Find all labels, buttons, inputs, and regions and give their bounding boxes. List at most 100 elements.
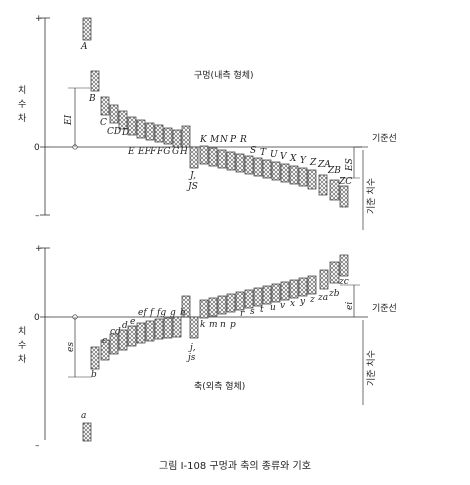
hole-label-D: D	[121, 128, 129, 138]
shaft-label-c: c	[102, 336, 107, 346]
hole-bar-D	[118, 110, 128, 130]
hole-bar-A	[82, 17, 92, 41]
shafts-deviation-label-2: 수	[18, 340, 26, 351]
shaft-bar-fg	[154, 318, 164, 340]
hole-bar-M	[208, 147, 218, 167]
shaft-label-p: p	[230, 320, 236, 330]
hole-label-J: J,	[188, 171, 196, 181]
hole-label-ZB: ZB	[327, 166, 341, 176]
hole-label-ZC: ZC	[338, 177, 352, 187]
hole-bar-FG	[154, 124, 164, 143]
shafts-zero-line-label: 기준선	[372, 303, 397, 314]
shaft-bar-x	[280, 281, 290, 301]
shaft-bar-zb	[319, 269, 329, 290]
shaft-label-fg: fg	[156, 308, 166, 318]
shaft-bar-s	[244, 289, 254, 309]
holes-minus-sign: –	[35, 211, 40, 221]
hole-bar-B	[90, 70, 100, 92]
hole-label-V: V	[280, 152, 288, 162]
hole-label-FG: FG	[156, 147, 170, 157]
shafts-panel: + 0 – 치 수 차 기준선 기준 치수 es ei 축(외측 형체)	[18, 244, 397, 451]
shaft-label-t: t	[260, 305, 264, 315]
hole-bar-K	[199, 145, 209, 165]
hole-bar-U	[262, 159, 272, 179]
shaft-bar-k	[199, 299, 209, 319]
shaft-bar-c	[100, 339, 110, 361]
shaft-bar-v	[271, 283, 281, 303]
shaft-bar-zc	[329, 261, 340, 284]
holes-basic-size-label: 기준 치수	[365, 178, 377, 214]
hole-bar-Z	[298, 167, 308, 187]
hole-label-JS: JS	[186, 182, 198, 192]
shaft-bar-js	[181, 295, 191, 318]
hole-bar-V	[271, 161, 281, 181]
shaft-label-r: r	[240, 309, 245, 319]
hole-label-N: N	[219, 135, 229, 145]
shaft-bar-js-low	[189, 316, 199, 339]
shaft-bar-ef	[136, 322, 146, 344]
hole-label-K: K	[199, 135, 208, 145]
hole-label-X: X	[289, 154, 297, 164]
shaft-label-ef: ef	[138, 308, 148, 318]
hole-bar-P	[226, 151, 236, 171]
shaft-bar-y	[289, 279, 299, 299]
shaft-bar-e	[127, 325, 137, 347]
holes-zero-sign: 0	[34, 143, 40, 153]
shaft-label-h: h	[180, 308, 186, 318]
hole-label-S: S	[250, 146, 256, 156]
shaft-label-m: m	[209, 320, 218, 330]
shaft-bar-g	[163, 317, 173, 339]
shaft-label-cd: cd	[110, 327, 121, 337]
shaft-bar-t	[253, 287, 263, 307]
hole-bar-Y	[289, 165, 299, 185]
hole-bar-ZC	[329, 179, 340, 201]
hole-label-A: A	[80, 42, 88, 52]
hole-bar-G	[163, 127, 173, 145]
shaft-bar-n	[217, 295, 227, 315]
shaft-label-js: js	[186, 353, 196, 363]
hole-label-T: T	[260, 148, 267, 158]
hole-bar-CD	[109, 104, 119, 124]
hole-label-ZA: ZA	[317, 160, 331, 170]
shaft-label-zc: zc	[338, 277, 349, 287]
shaft-label-y: y	[299, 297, 306, 307]
shaft-label-za: za	[317, 293, 328, 303]
shaft-label-d: d	[122, 321, 128, 331]
shaft-bar-f	[145, 320, 155, 342]
shafts-es-label: es	[66, 342, 76, 352]
shaft-bar-m	[208, 297, 218, 317]
hole-label-M: M	[209, 135, 220, 145]
hole-label-E: E	[127, 147, 135, 157]
holes-zero-line-label: 기준선	[372, 133, 397, 144]
shaft-label-u: u	[270, 303, 276, 313]
hole-label-Z: Z	[309, 158, 317, 168]
hole-bar-H	[172, 129, 182, 148]
shaft-bar-p	[226, 293, 236, 313]
holes-panel: + 0 – 치 수 차 기준선 기준 치수 EI ES 구멍(내측 형체)	[18, 14, 397, 230]
shafts-basic-size-label: 기준 치수	[365, 350, 377, 386]
hole-bar-S	[244, 155, 254, 175]
shaft-bar-z	[298, 277, 308, 297]
hole-bar-ZB	[318, 174, 328, 196]
hole-bar-T	[253, 157, 263, 177]
hole-label-C: C	[100, 118, 107, 128]
shafts-deviation-label-1: 치	[18, 325, 26, 337]
hole-label-B: B	[88, 94, 96, 104]
shaft-label-j: j,	[188, 343, 196, 353]
holes-ei-label: EI	[64, 114, 74, 126]
shaft-label-a: a	[81, 411, 86, 421]
hole-bar-JS	[181, 125, 191, 148]
shaft-label-s: s	[250, 307, 255, 317]
hole-label-F: F	[149, 147, 157, 157]
holes-deviation-label-2: 수	[18, 99, 26, 110]
shafts-zero-sign: 0	[34, 313, 40, 323]
shaft-bar-r	[235, 291, 245, 311]
hole-label-U: U	[270, 150, 278, 160]
holes-plus-sign: +	[35, 14, 43, 24]
shaft-label-b: b	[91, 370, 97, 380]
shaft-bar-h	[172, 316, 182, 338]
shafts-deviation-label-3: 차	[18, 353, 27, 365]
holes-deviation-label-1: 치	[18, 84, 26, 96]
hole-bar-ZA	[307, 169, 317, 190]
